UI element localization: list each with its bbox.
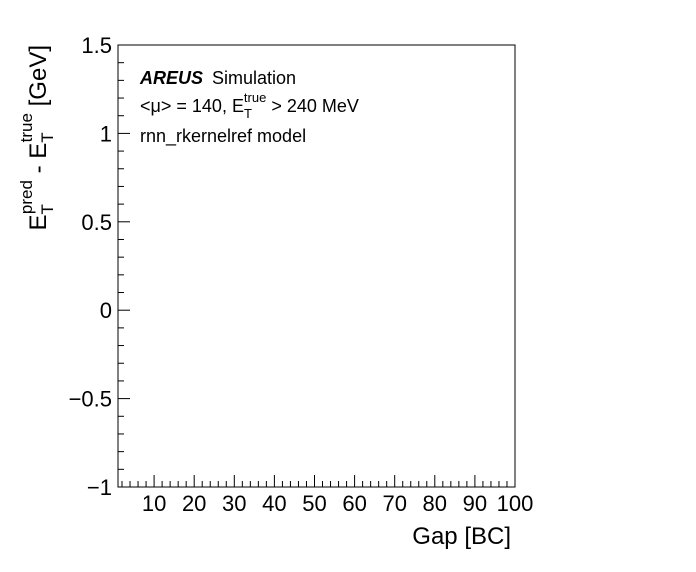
x-tick-label: 40 [262, 491, 286, 516]
y-tick-label: 0.5 [81, 210, 112, 235]
x-tick-label: 100 [497, 491, 534, 516]
ylabel-minus: - E [25, 143, 52, 180]
y-tick-label: 1 [100, 121, 112, 146]
annotation-model-line: rnn_rkernelref model [140, 126, 306, 147]
ylabel-sup1: pred [17, 180, 36, 214]
x-axis-label: Gap [BC] [412, 523, 511, 550]
y-tick-labels: −1 −0.5 0 0.5 1 1.5 [69, 33, 112, 500]
annotation-mu-prefix: <μ> = 140, E [140, 96, 244, 116]
annotation-mu-line: <μ> = 140, ETtrue > 240 MeV [140, 90, 359, 121]
ylabel-unit: [GeV] [25, 45, 52, 113]
annotation-brand-suffix: Simulation [207, 68, 296, 88]
annotation-mu-sup: true [244, 90, 266, 105]
y-tick-label: −0.5 [69, 387, 112, 412]
annotation-brand-line: AREUS Simulation [139, 68, 296, 88]
ylabel-sup2: true [17, 113, 36, 142]
x-tick-label: 50 [302, 491, 326, 516]
x-tick-label: 20 [182, 491, 206, 516]
x-tick-label: 90 [463, 491, 487, 516]
plot-frame [117, 44, 516, 488]
x-tick-label: 30 [222, 491, 246, 516]
axis-ticks [118, 44, 516, 488]
ylabel-sub1: T [38, 204, 57, 214]
ylabel-main: E [25, 214, 52, 230]
y-axis-label: ETpred - ETtrue [GeV] [17, 45, 57, 231]
x-tick-label: 80 [423, 491, 447, 516]
y-tick-label: 1.5 [81, 33, 112, 58]
annotation-mu-sub: T [244, 106, 252, 121]
x-tick-label: 10 [142, 491, 166, 516]
y-tick-label: −1 [87, 475, 112, 500]
annotation-brand: AREUS [139, 68, 203, 88]
y-tick-label: 0 [100, 298, 112, 323]
x-tick-labels: 10 20 30 40 50 60 70 80 90 100 [142, 491, 534, 516]
ylabel-sub2: T [38, 132, 57, 142]
x-tick-label: 60 [342, 491, 366, 516]
x-tick-label: 70 [382, 491, 406, 516]
annotation-mu-suffix: > 240 MeV [266, 96, 359, 116]
